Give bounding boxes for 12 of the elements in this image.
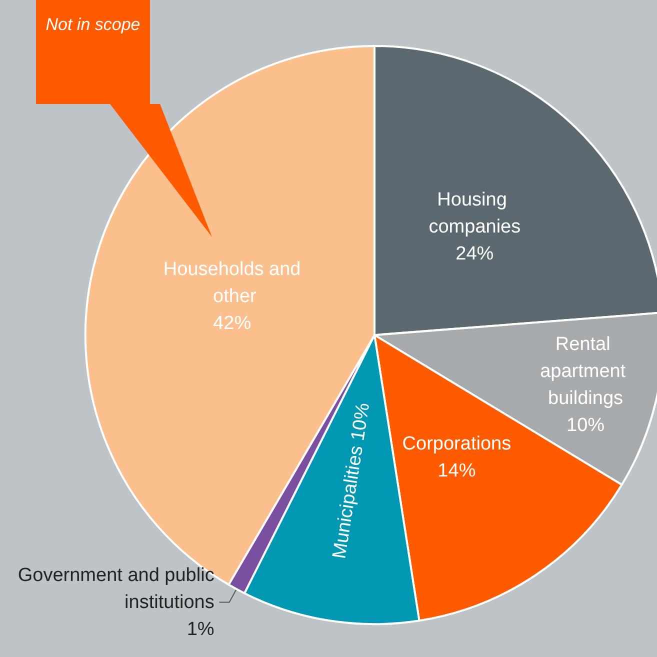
slice-label: Housing companies xyxy=(428,189,521,238)
slice-label: Municipalities 10% xyxy=(329,401,374,560)
data-label: 1% xyxy=(186,618,214,640)
slice-label: Rental apartment buildings xyxy=(540,334,631,410)
slice-label: Corporations xyxy=(402,434,512,455)
data-label: 24% xyxy=(456,243,494,264)
slice-label: Government and public institutions xyxy=(18,564,214,613)
slice-label: Households and other xyxy=(163,259,301,308)
data-label: 10% xyxy=(566,415,605,436)
data-label: 42% xyxy=(213,313,252,334)
data-label: 14% xyxy=(438,460,476,482)
text: Not in scope xyxy=(44,14,142,36)
